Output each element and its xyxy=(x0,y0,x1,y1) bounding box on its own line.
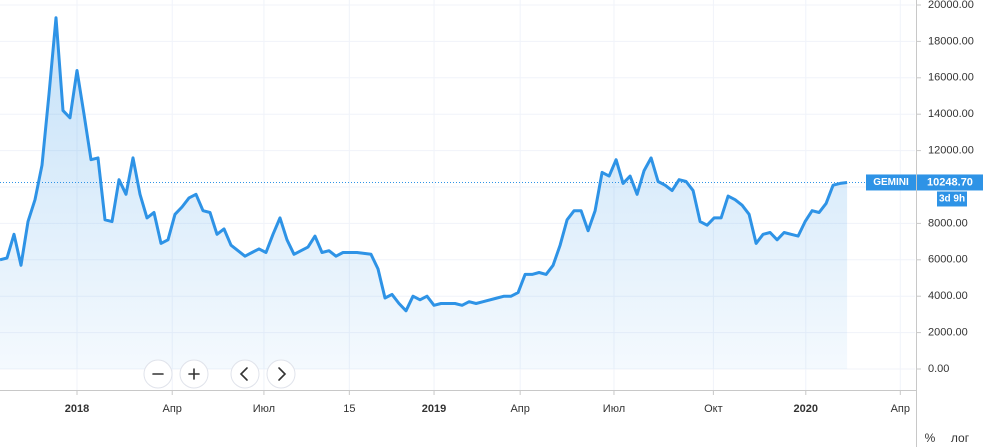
countdown: 3d 9h xyxy=(939,194,965,205)
last-price-label: 10248.70 xyxy=(927,176,973,188)
y-tick-label: 6000.00 xyxy=(928,254,968,266)
left-icon xyxy=(239,367,248,381)
x-tick-label: 2019 xyxy=(422,403,446,415)
plus-icon xyxy=(188,368,200,380)
price-line xyxy=(0,16,848,313)
x-tick-label: 2018 xyxy=(65,403,89,415)
x-tick-label: Июл xyxy=(603,403,625,415)
x-tick-label: Апр xyxy=(163,403,182,415)
y-tick-label: 12000.00 xyxy=(928,145,974,157)
last-price-badge xyxy=(917,174,983,191)
x-tick-label: Апр xyxy=(510,403,529,415)
x-tick-label: 2020 xyxy=(794,403,818,415)
countdown-badge xyxy=(937,191,967,207)
y-tick-label: 20000.00 xyxy=(928,0,974,11)
y-tick-label: 0.00 xyxy=(928,363,949,375)
x-tick-label: Окт xyxy=(704,403,723,415)
right-icon xyxy=(278,367,287,381)
y-tick-label: 18000.00 xyxy=(928,35,974,47)
y-tick-label: 14000.00 xyxy=(928,108,974,120)
y-tick-label: 16000.00 xyxy=(928,72,974,84)
x-tick-label: Июл xyxy=(253,403,275,415)
x-tick-label: Апр xyxy=(891,403,910,415)
scale-button[interactable]: лог xyxy=(951,431,970,445)
area xyxy=(0,17,848,369)
y-tick-label: 4000.00 xyxy=(928,290,968,302)
y-tick-label: 8000.00 xyxy=(928,217,968,229)
scroll-left-button[interactable] xyxy=(230,359,260,389)
x-tick-label: 15 xyxy=(343,403,355,415)
series-name-badge xyxy=(866,174,916,191)
scroll-right-button[interactable] xyxy=(266,359,296,389)
scale-button[interactable]: % xyxy=(925,431,936,445)
y-tick-label: 2000.00 xyxy=(928,327,968,339)
series-name: GEMINI xyxy=(873,177,909,188)
zoom-controls xyxy=(143,359,296,389)
